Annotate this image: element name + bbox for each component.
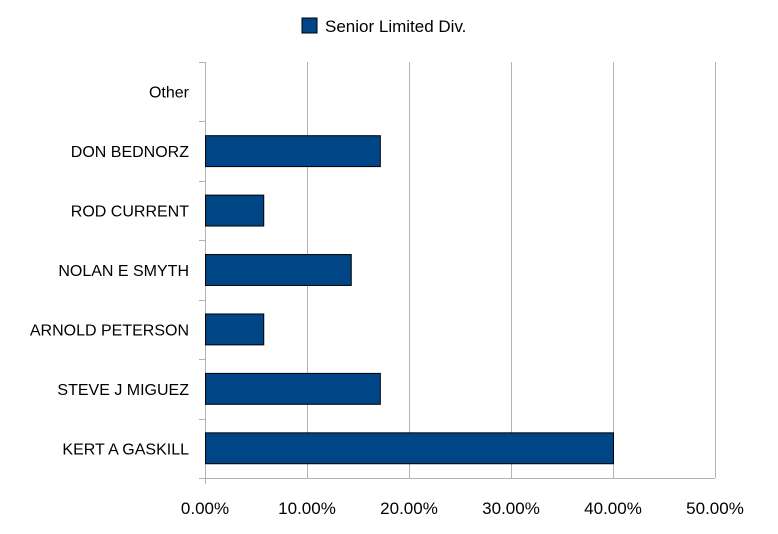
category-label: Other [149,85,190,102]
category-label: KERT A GASKILL [62,441,189,458]
bar-don-bednorz [205,135,381,168]
legend-swatch [301,17,318,34]
category-label: NOLAN E SMYTH [58,263,189,280]
x-tick-labels: 0.00% 10.00% 20.00% 30.00% 40.00% 50.00% [181,499,744,518]
bar-steve-j-miguez [205,372,381,405]
x-tick-label: 20.00% [380,499,438,518]
bars [205,135,614,465]
bar-kert-a-gaskill [205,432,614,465]
x-tick-label: 30.00% [482,499,540,518]
bar-arnold-peterson [205,313,265,346]
bar-nolan-e-smyth [205,254,352,286]
category-label: DON BEDNORZ [71,144,189,161]
category-label: ARNOLD PETERSON [30,322,189,339]
bar-rod-current [205,194,265,227]
category-labels: Other DON BEDNORZ ROD CURRENT NOLAN E SMYTH… [30,85,190,459]
x-tick-label: 0.00% [181,499,229,518]
x-tick-label: 10.00% [278,499,336,518]
x-tick-label: 50.00% [686,499,744,518]
legend-label: Senior Limited Div. [325,17,466,36]
category-label: ROD CURRENT [71,204,189,221]
legend: Senior Limited Div. [301,17,466,36]
category-label: STEVE J MIGUEZ [57,382,189,399]
grid-lines [307,62,716,478]
x-tick-label: 40.00% [584,499,642,518]
